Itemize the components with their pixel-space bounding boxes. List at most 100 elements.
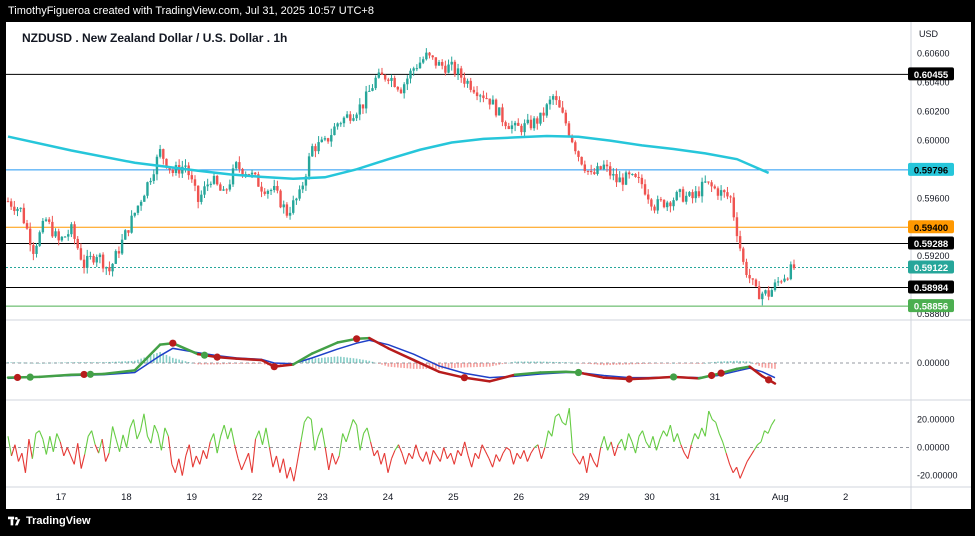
oscillator-line-segment: [673, 433, 678, 443]
candle-body: [761, 293, 764, 300]
candle-body: [380, 72, 384, 75]
oscillator-line-segment: [676, 433, 682, 445]
candle-body: [732, 197, 735, 218]
macd-histogram-bar: [596, 363, 599, 365]
candle-body: [101, 254, 105, 269]
macd-histogram-bar: [485, 363, 488, 367]
candle-body: [672, 200, 675, 207]
macd-histogram-bar: [542, 361, 545, 363]
oscillator-line-segment: [506, 447, 511, 451]
price-tick-label: 0.58800: [917, 309, 950, 319]
macd-histogram-bar: [745, 361, 748, 363]
oscillator-line-segment: [356, 424, 361, 451]
candle-body: [751, 278, 754, 280]
candle-body: [637, 176, 640, 178]
oscillator-line-segment: [655, 438, 661, 451]
oscillator-line-segment: [220, 424, 225, 437]
oscillator-line-segment: [683, 452, 689, 460]
oscillator-line-segment: [248, 453, 253, 473]
oscillator-line-segment: [105, 452, 110, 462]
oscillator-line-segment: [593, 461, 598, 468]
macd-histogram-bar: [688, 363, 691, 364]
oscillator-line-segment: [596, 447, 602, 468]
oscillator-line-segment: [66, 447, 72, 457]
time-axis[interactable]: 17 18 19 22 23 24 25 26 29 30 31 Aug 2: [56, 492, 849, 503]
time-tick-label: 26: [513, 492, 524, 503]
candle-body: [19, 207, 22, 209]
candle-body: [228, 184, 232, 190]
candle-body: [266, 190, 270, 194]
macd-histogram-bar: [108, 361, 111, 363]
candle-body: [57, 231, 60, 241]
candle-body: [757, 286, 761, 300]
candle-body: [583, 164, 587, 171]
price-axis[interactable]: USD 0.606000.604000.602000.600000.598000…: [917, 29, 958, 481]
oscillator-line-segment: [701, 427, 706, 437]
oscillator-line-segment: [122, 434, 128, 448]
candle-body: [86, 255, 89, 268]
candle-body: [234, 162, 238, 169]
macd-histogram-bar: [469, 363, 472, 368]
macd-histogram-bar: [460, 363, 463, 368]
oscillator-line-segment: [586, 453, 591, 473]
price-tag-label: 0.60455: [914, 70, 949, 81]
candle-body: [317, 142, 320, 152]
chart-area[interactable]: USD 0.606000.604000.602000.600000.598000…: [6, 22, 971, 509]
tradingview-logo-icon: [8, 516, 21, 526]
candle-body: [729, 196, 732, 198]
oscillator-line-segment: [223, 424, 229, 440]
oscillator-line-segment: [227, 427, 232, 440]
candle-body: [754, 279, 758, 287]
macd-line-segment: [748, 365, 764, 378]
macd-histogram-bar: [229, 363, 231, 364]
oscillator-line-segment: [272, 455, 277, 468]
macd-histogram-bar: [618, 363, 621, 365]
candle-body: [330, 135, 333, 142]
candle-body: [542, 112, 545, 116]
oscillator-line-segment: [429, 450, 434, 465]
oscillator-line-segment: [488, 458, 494, 468]
chart-svg[interactable]: USD 0.606000.604000.602000.600000.598000…: [6, 22, 971, 509]
macd-histogram-bar: [403, 363, 405, 369]
macd-histogram-bar: [38, 363, 41, 364]
candle-body: [618, 177, 621, 183]
candle-body: [146, 182, 149, 196]
oscillator-line-segment: [397, 444, 403, 454]
macd-histogram-bar: [241, 363, 244, 364]
oscillator-line-segment: [694, 433, 699, 440]
macd-histogram-bar: [517, 361, 520, 363]
macd-histogram-bar: [51, 362, 54, 364]
candle-body: [383, 74, 387, 80]
candle-body: [748, 275, 751, 279]
candle-body: [292, 200, 295, 213]
macd-histogram-bar: [609, 363, 611, 366]
tradingview-logo[interactable]: TradingView: [8, 515, 91, 527]
oscillator-line-segment: [143, 413, 148, 437]
macd-histogram-bar: [95, 362, 98, 363]
candle-body: [225, 189, 228, 191]
price-tags-layer: 0.60455 0.59796 0.59400 0.59288 0.59122 0.589…: [908, 67, 954, 313]
candle-body: [117, 251, 121, 254]
candle-body: [434, 57, 438, 66]
candle-body: [479, 95, 482, 97]
oscillator-line-segment: [178, 458, 183, 476]
oscillator-line-segment: [303, 416, 309, 423]
oscillator-line-segment: [268, 447, 274, 468]
oscillator-line-segment: [279, 458, 284, 473]
candle-body: [390, 77, 393, 81]
macd-histogram-bar: [213, 363, 215, 365]
oscillator-line-segment: [687, 444, 692, 459]
candle-body: [589, 170, 593, 173]
candle-body: [70, 224, 73, 235]
candle-body: [32, 245, 35, 254]
macd-histogram-bar: [140, 358, 142, 363]
macd-histogram-bar: [276, 363, 279, 367]
candle-body: [200, 194, 203, 202]
macd-histogram-bar: [637, 363, 640, 365]
macd-histogram-bar: [628, 363, 630, 365]
candle-body: [22, 207, 26, 224]
oscillator-line-segment: [324, 447, 330, 471]
candle-body: [659, 199, 663, 201]
macd-histogram-bar: [742, 361, 745, 363]
price-tag-label: 0.59288: [914, 239, 948, 250]
